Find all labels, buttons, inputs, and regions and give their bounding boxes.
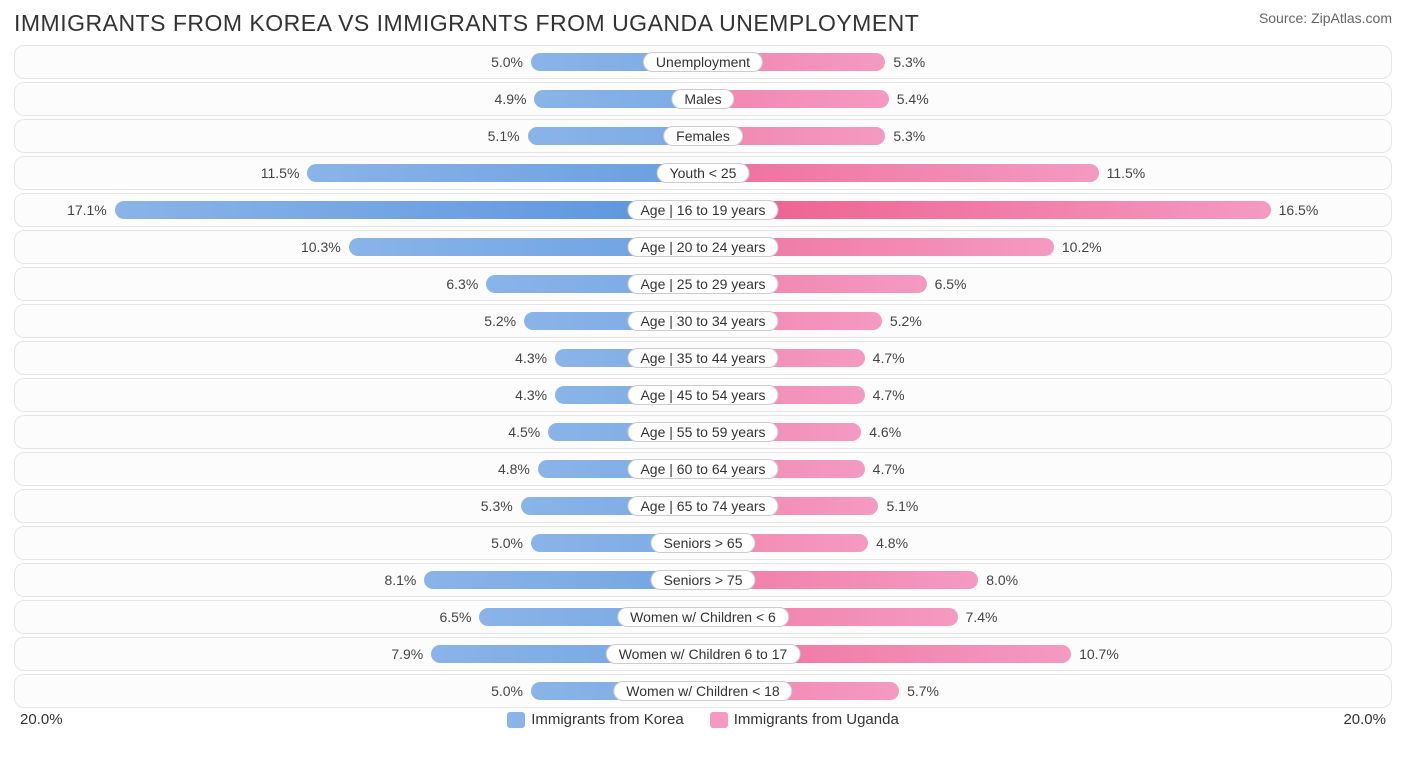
legend: Immigrants from Korea Immigrants from Ug… xyxy=(507,711,899,728)
value-right: 5.3% xyxy=(893,128,925,144)
value-right: 4.7% xyxy=(873,350,905,366)
chart-row: 4.9% 5.4% Males xyxy=(14,82,1392,116)
category-label: Age | 35 to 44 years xyxy=(627,348,778,368)
bar-left xyxy=(115,201,703,219)
axis-max-left: 20.0% xyxy=(20,711,63,728)
category-label: Age | 65 to 74 years xyxy=(627,496,778,516)
category-label: Women w/ Children < 18 xyxy=(613,681,792,701)
value-right: 8.0% xyxy=(986,572,1018,588)
diverging-bar-chart: 5.0%5.3%Unemployment4.9%5.4%Males5.1%5.3… xyxy=(14,45,1392,708)
category-label: Unemployment xyxy=(643,52,763,72)
chart-row: 6.3% 6.5% Age | 25 to 29 years xyxy=(14,267,1392,301)
category-label: Age | 45 to 54 years xyxy=(627,385,778,405)
value-right: 4.7% xyxy=(873,387,905,403)
legend-label-right: Immigrants from Uganda xyxy=(734,711,899,728)
legend-swatch-right xyxy=(710,712,728,728)
chart-row: 5.0% 5.7% Women w/ Children < 18 xyxy=(14,674,1392,708)
value-right: 4.7% xyxy=(873,461,905,477)
chart-row: 5.0% 4.8% Seniors > 65 xyxy=(14,526,1392,560)
value-right: 7.4% xyxy=(966,609,998,625)
category-label: Males xyxy=(671,89,734,109)
category-label: Women w/ Children 6 to 17 xyxy=(606,644,801,664)
chart-row: 17.1% 16.5% Age | 16 to 19 years xyxy=(14,193,1392,227)
category-label: Females xyxy=(663,126,743,146)
value-left: 5.0% xyxy=(491,54,523,70)
chart-row: 10.3% 10.2% Age | 20 to 24 years xyxy=(14,230,1392,264)
legend-item-right: Immigrants from Uganda xyxy=(710,711,899,728)
value-left: 17.1% xyxy=(67,202,107,218)
bar-right xyxy=(703,201,1271,219)
value-left: 5.0% xyxy=(491,683,523,699)
value-left: 6.3% xyxy=(446,276,478,292)
chart-row: 4.5% 4.6% Age | 55 to 59 years xyxy=(14,415,1392,449)
value-left: 5.2% xyxy=(484,313,516,329)
value-right: 6.5% xyxy=(935,276,967,292)
category-label: Seniors > 65 xyxy=(651,533,756,553)
chart-row: 8.1% 8.0% Seniors > 75 xyxy=(14,563,1392,597)
value-left: 10.3% xyxy=(301,239,341,255)
value-left: 5.0% xyxy=(491,535,523,551)
bar-right xyxy=(703,164,1099,182)
value-left: 4.9% xyxy=(495,91,527,107)
legend-label-left: Immigrants from Korea xyxy=(531,711,684,728)
category-label: Seniors > 75 xyxy=(651,570,756,590)
chart-row: 11.5% 11.5% Youth < 25 xyxy=(14,156,1392,190)
value-left: 6.5% xyxy=(439,609,471,625)
value-right: 10.2% xyxy=(1062,239,1102,255)
chart-header: IMMIGRANTS FROM KOREA VS IMMIGRANTS FROM… xyxy=(14,10,1392,37)
value-right: 5.1% xyxy=(886,498,918,514)
value-left: 4.3% xyxy=(515,387,547,403)
value-right: 5.4% xyxy=(897,91,929,107)
axis-max-right: 20.0% xyxy=(1343,711,1386,728)
bar-left xyxy=(307,164,703,182)
value-right: 16.5% xyxy=(1279,202,1319,218)
value-left: 5.3% xyxy=(481,498,513,514)
category-label: Youth < 25 xyxy=(657,163,750,183)
legend-swatch-left xyxy=(507,712,525,728)
value-right: 5.7% xyxy=(907,683,939,699)
category-label: Age | 16 to 19 years xyxy=(627,200,778,220)
value-right: 5.2% xyxy=(890,313,922,329)
chart-row: 5.3% 5.1% Age | 65 to 74 years xyxy=(14,489,1392,523)
category-label: Women w/ Children < 6 xyxy=(617,607,789,627)
value-left: 5.1% xyxy=(488,128,520,144)
category-label: Age | 25 to 29 years xyxy=(627,274,778,294)
chart-row: 4.3% 4.7% Age | 35 to 44 years xyxy=(14,341,1392,375)
value-left: 4.8% xyxy=(498,461,530,477)
legend-item-left: Immigrants from Korea xyxy=(507,711,684,728)
value-left: 11.5% xyxy=(261,165,300,181)
chart-title: IMMIGRANTS FROM KOREA VS IMMIGRANTS FROM… xyxy=(14,10,919,37)
value-right: 5.3% xyxy=(893,54,925,70)
chart-row: 5.1% 5.3% Females xyxy=(14,119,1392,153)
value-left: 7.9% xyxy=(391,646,423,662)
chart-row: 6.5% 7.4% Women w/ Children < 6 xyxy=(14,600,1392,634)
chart-source: Source: ZipAtlas.com xyxy=(1259,10,1392,26)
value-right: 10.7% xyxy=(1079,646,1119,662)
category-label: Age | 60 to 64 years xyxy=(627,459,778,479)
value-right: 4.8% xyxy=(876,535,908,551)
value-left: 4.5% xyxy=(508,424,540,440)
category-label: Age | 20 to 24 years xyxy=(627,237,778,257)
chart-row: 5.2% 5.2% Age | 30 to 34 years xyxy=(14,304,1392,338)
category-label: Age | 30 to 34 years xyxy=(627,311,778,331)
value-left: 4.3% xyxy=(515,350,547,366)
chart-row: 4.8% 4.7% Age | 60 to 64 years xyxy=(14,452,1392,486)
value-right: 4.6% xyxy=(869,424,901,440)
value-right: 11.5% xyxy=(1107,165,1146,181)
chart-footer: 20.0% Immigrants from Korea Immigrants f… xyxy=(14,711,1392,728)
chart-row: 7.9% 10.7% Women w/ Children 6 to 17 xyxy=(14,637,1392,671)
chart-row: 5.0% 5.3% Unemployment xyxy=(14,45,1392,79)
chart-row: 4.3% 4.7% Age | 45 to 54 years xyxy=(14,378,1392,412)
value-left: 8.1% xyxy=(384,572,416,588)
category-label: Age | 55 to 59 years xyxy=(627,422,778,442)
